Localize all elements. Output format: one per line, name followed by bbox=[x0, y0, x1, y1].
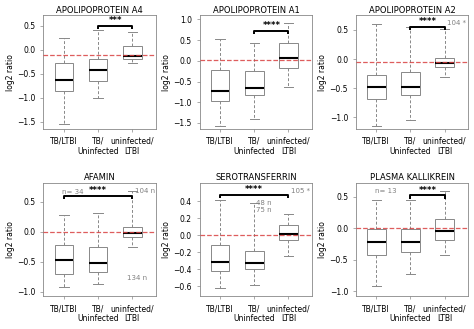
Text: ***: *** bbox=[109, 16, 122, 25]
PathPatch shape bbox=[279, 225, 298, 240]
Text: 134 n: 134 n bbox=[127, 275, 147, 281]
Text: ****: **** bbox=[419, 186, 437, 195]
Y-axis label: log2 ratio: log2 ratio bbox=[318, 54, 327, 91]
Text: n= 13: n= 13 bbox=[374, 188, 396, 194]
PathPatch shape bbox=[401, 229, 420, 252]
Y-axis label: log2 ratio: log2 ratio bbox=[162, 54, 171, 91]
Y-axis label: log2 ratio: log2 ratio bbox=[318, 221, 327, 258]
PathPatch shape bbox=[367, 229, 386, 255]
Text: 104 n: 104 n bbox=[135, 188, 155, 194]
PathPatch shape bbox=[123, 227, 142, 237]
Title: APOLIPOPROTEIN A2: APOLIPOPROTEIN A2 bbox=[369, 6, 456, 14]
Text: 104 *: 104 * bbox=[447, 20, 466, 26]
Title: AFAMIN: AFAMIN bbox=[84, 173, 116, 182]
Text: n= 34: n= 34 bbox=[62, 189, 84, 194]
Title: APOLIPOPROTEIN A4: APOLIPOPROTEIN A4 bbox=[56, 6, 143, 14]
PathPatch shape bbox=[279, 43, 298, 68]
PathPatch shape bbox=[245, 251, 264, 269]
Text: ****: **** bbox=[419, 17, 437, 26]
PathPatch shape bbox=[435, 219, 454, 240]
PathPatch shape bbox=[211, 70, 229, 101]
PathPatch shape bbox=[55, 63, 73, 91]
PathPatch shape bbox=[123, 46, 142, 59]
PathPatch shape bbox=[89, 59, 108, 81]
Text: 105 *: 105 * bbox=[291, 188, 310, 194]
PathPatch shape bbox=[89, 247, 108, 272]
Y-axis label: log2 ratio: log2 ratio bbox=[6, 221, 15, 258]
PathPatch shape bbox=[367, 75, 386, 99]
Title: APOLIPOPROTEIN A1: APOLIPOPROTEIN A1 bbox=[212, 6, 300, 14]
Title: PLASMA KALLIKREIN: PLASMA KALLIKREIN bbox=[370, 173, 455, 182]
Text: 75 n: 75 n bbox=[256, 207, 272, 213]
PathPatch shape bbox=[55, 245, 73, 274]
PathPatch shape bbox=[435, 58, 454, 67]
Title: SEROTRANSFERRIN: SEROTRANSFERRIN bbox=[215, 173, 297, 182]
Text: ****: **** bbox=[262, 21, 280, 31]
Text: 48 n: 48 n bbox=[256, 200, 272, 206]
PathPatch shape bbox=[245, 71, 264, 95]
Text: ****: **** bbox=[245, 185, 263, 194]
Y-axis label: log2 ratio: log2 ratio bbox=[6, 54, 15, 91]
Text: ****: **** bbox=[89, 186, 107, 195]
PathPatch shape bbox=[401, 72, 420, 95]
PathPatch shape bbox=[211, 245, 229, 271]
Y-axis label: log2 ratio: log2 ratio bbox=[162, 221, 171, 258]
